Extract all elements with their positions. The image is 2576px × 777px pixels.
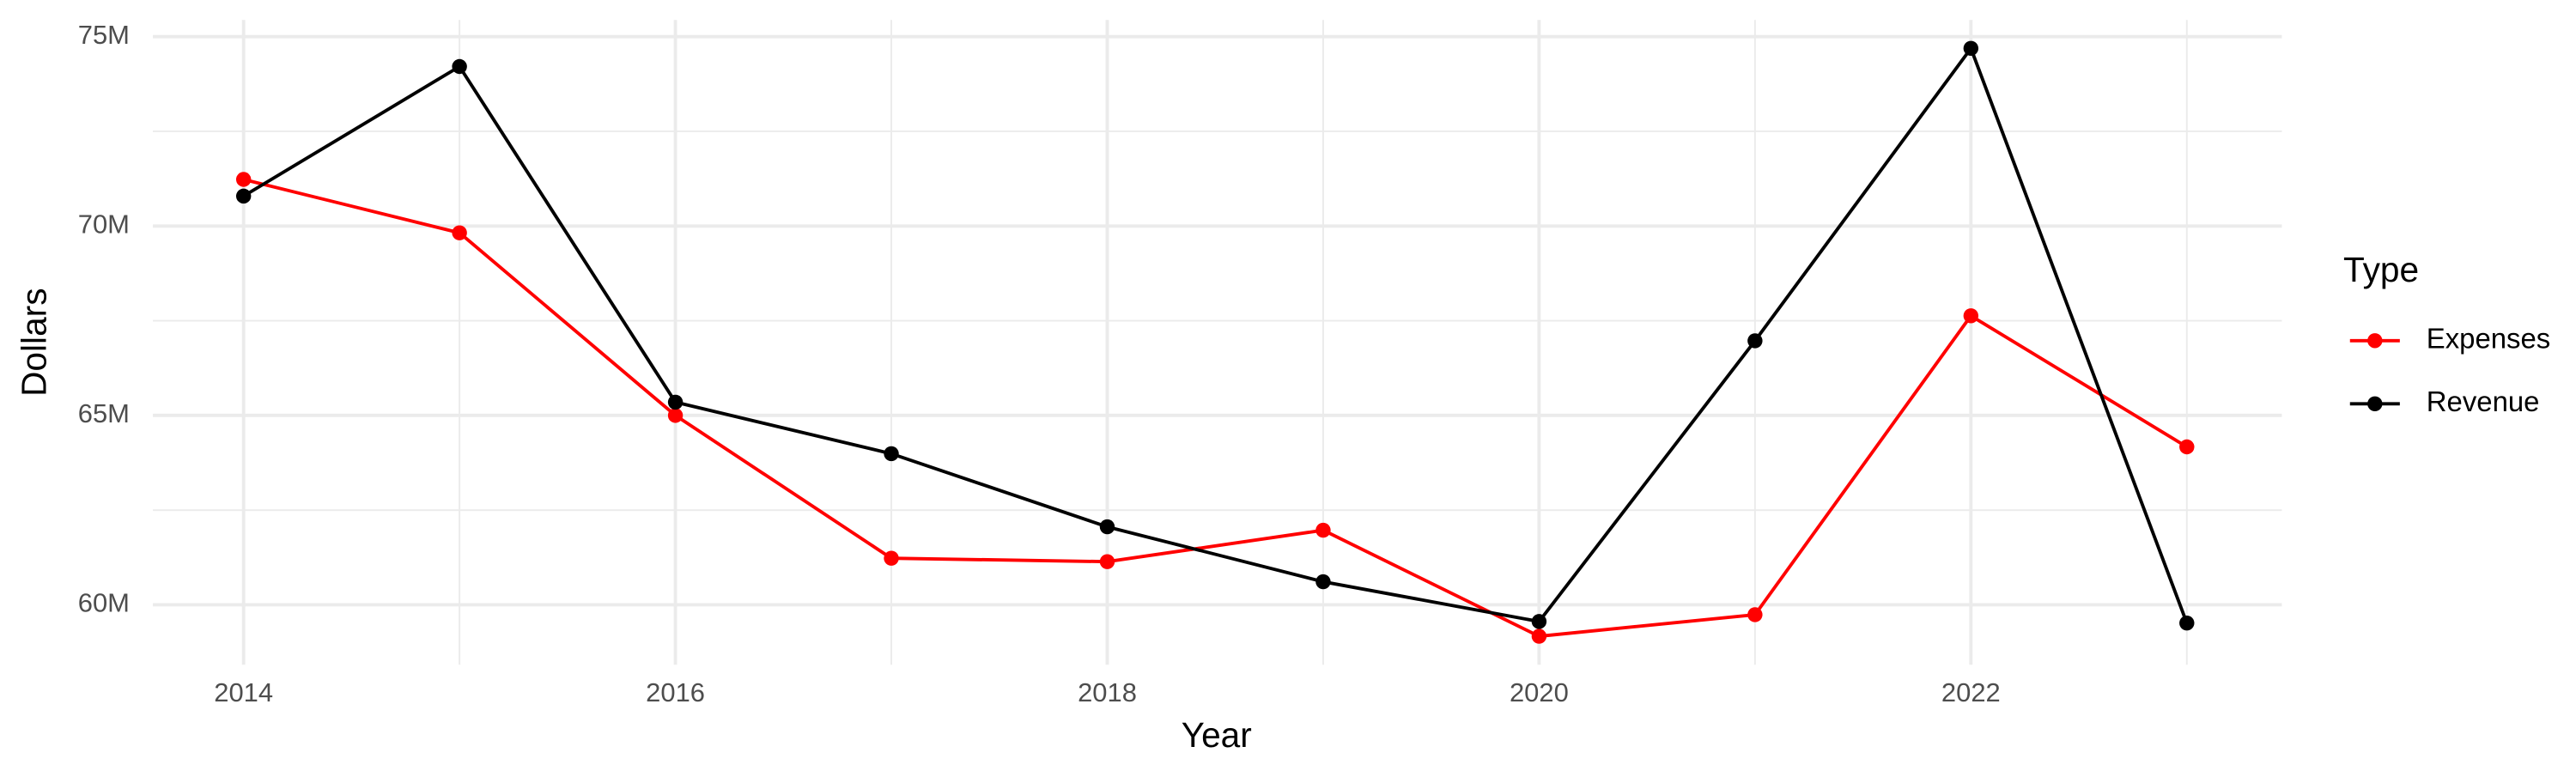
legend-title: Type [2343,250,2419,289]
data-point [1099,519,1115,535]
data-point [235,188,252,204]
data-point [1099,554,1115,569]
x-tick-label: 2020 [1510,677,1569,707]
data-point [452,58,467,75]
legend-label: Revenue [2427,385,2540,417]
series-line [243,178,2188,639]
y-tick-label: 60M [78,588,130,618]
x-axis-title: Year [1182,715,1252,755]
data-point [1531,614,1547,629]
y-tick-label: 75M [78,20,130,50]
x-tick-label: 2016 [646,677,705,707]
legend-item: Revenue [2349,385,2540,417]
data-point [667,394,683,410]
data-point [1747,333,1763,349]
data-point [1531,628,1547,644]
series-line [242,45,2189,624]
x-tick-label: 2014 [214,677,273,707]
data-point [884,550,899,566]
data-point [2179,615,2195,631]
legend-label: Expenses [2427,322,2550,354]
data-point [235,172,252,187]
x-tick-label: 2022 [1941,677,2001,707]
grid [153,20,2282,665]
data-point [2179,439,2195,455]
data-point [884,446,899,462]
y-tick-label: 65M [78,398,130,428]
series [235,40,2195,631]
data-point [1963,40,1979,57]
y-tick-label: 70M [78,209,130,239]
x-tick-label: 2018 [1078,677,1137,707]
data-point [1963,308,1979,324]
data-point [452,225,467,240]
data-point [1315,574,1331,590]
y-axis-title: Dollars [14,288,53,396]
series [235,172,2195,644]
data-point [1315,522,1331,538]
legend-key-point [2367,396,2383,412]
data-point [667,408,683,423]
legend-item: Expenses [2349,322,2550,354]
legend-key-point [2367,333,2383,349]
data-point [1747,607,1763,622]
